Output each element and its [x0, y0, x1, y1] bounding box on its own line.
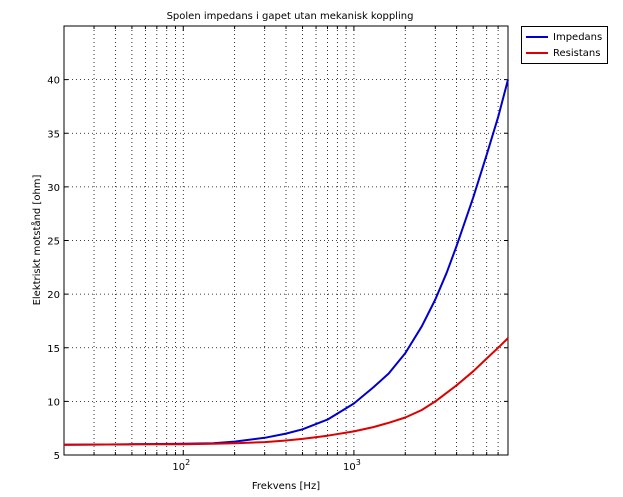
legend-label-resistans: Resistans: [553, 47, 601, 59]
legend-label-impedans: Impedans: [553, 31, 603, 43]
legend-swatch-resistans: [526, 52, 548, 54]
y-tick-label: 10: [47, 397, 60, 408]
legend-swatch-impedans: [526, 36, 548, 38]
y-tick-label: 40: [47, 76, 60, 87]
y-tick-label: 30: [47, 183, 60, 194]
y-tick-label: 5: [54, 451, 60, 462]
x-tick-label: 102: [172, 458, 190, 473]
y-tick-label: 25: [47, 237, 60, 248]
x-tick-label: 103: [343, 458, 361, 473]
legend-item-impedans: Impedans: [526, 30, 602, 44]
x-axis-label: Frekvens [Hz]: [252, 481, 320, 492]
series: [63, 79, 509, 446]
y-tick-label: 20: [47, 290, 60, 301]
chart-title: Spolen impedans i gapet utan mekanisk ko…: [167, 11, 414, 22]
legend: Impedans Resistans: [521, 26, 608, 64]
legend-item-resistans: Resistans: [526, 46, 600, 60]
series-line-resistans: [63, 337, 509, 446]
grid: [64, 26, 508, 455]
ticks: 5 10 15 20 25 30 35 40 102 103: [47, 26, 508, 473]
y-axis-label: Elektriskt motstånd [ohm]: [30, 174, 43, 305]
y-tick-label: 35: [47, 129, 60, 140]
y-tick-label: 15: [47, 344, 60, 355]
